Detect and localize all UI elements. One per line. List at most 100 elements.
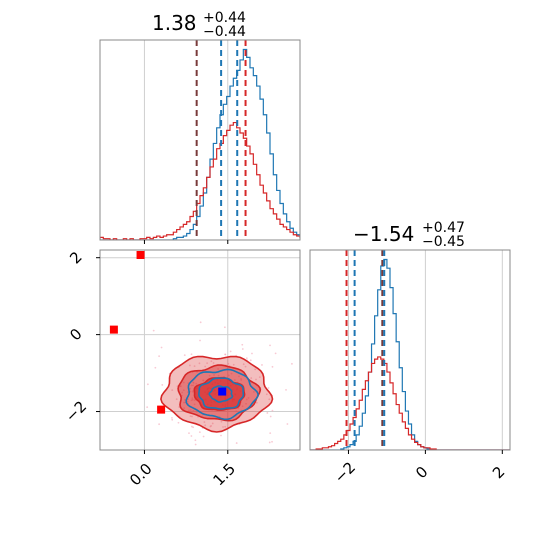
p1-frame — [99, 39, 301, 241]
sample-point — [192, 384, 194, 387]
sample-point — [269, 344, 271, 347]
joint-frame — [99, 249, 301, 451]
sample-point — [146, 383, 149, 386]
sample-point — [190, 384, 193, 387]
joint-y-tick-label: −2 — [62, 397, 90, 425]
sample-point — [245, 402, 247, 405]
sample-point — [335, 383, 337, 385]
sample-point — [189, 409, 192, 411]
p2-frame — [309, 249, 511, 451]
sample-point — [199, 339, 201, 342]
p1-histogram-blue — [100, 48, 300, 240]
p1-title-value: 1.38 — [152, 11, 197, 35]
p2-histogram-blue — [310, 258, 510, 450]
sample-point — [208, 374, 211, 377]
sample-point — [220, 434, 222, 437]
sample-point — [229, 350, 232, 353]
point-marker-red — [157, 405, 166, 414]
sample-point — [199, 321, 202, 324]
sample-point — [245, 398, 248, 401]
p1-title-upper: +0.44 — [203, 10, 246, 26]
sample-point — [195, 382, 198, 385]
sample-point — [192, 426, 195, 429]
sample-point — [188, 432, 190, 435]
sample-point — [245, 357, 248, 360]
sample-point — [198, 362, 201, 365]
sample-point — [237, 407, 240, 410]
blue-contour-level-3 — [208, 385, 234, 403]
sample-point — [194, 443, 197, 446]
sample-point — [188, 364, 191, 367]
sample-point — [223, 326, 226, 329]
sample-point — [241, 343, 244, 346]
sample-point — [235, 442, 238, 444]
sample-point — [204, 424, 207, 427]
sample-point — [250, 377, 253, 379]
sample-point — [161, 384, 164, 386]
sample-point — [291, 362, 293, 365]
blue-contour-level-1 — [185, 368, 259, 421]
sample-point — [267, 387, 270, 389]
sample-point — [232, 363, 235, 366]
joint-x-tick-label: 1.5 — [209, 460, 239, 490]
sample-point — [213, 374, 215, 376]
sample-point — [183, 407, 186, 410]
sample-point — [227, 362, 230, 365]
sample-point — [286, 423, 289, 425]
sample-point — [177, 421, 180, 424]
sample-point — [152, 329, 155, 332]
p2-plot-area — [310, 250, 510, 450]
p1-histogram-red — [100, 121, 300, 240]
sample-point — [269, 432, 272, 435]
sample-point — [160, 346, 163, 349]
sample-point — [202, 379, 204, 382]
sample-point — [227, 374, 230, 377]
sample-point — [192, 390, 194, 392]
sample-point — [190, 353, 193, 356]
sample-point — [189, 415, 192, 418]
sample-point — [212, 362, 215, 364]
sample-point — [171, 389, 174, 392]
sample-point — [210, 360, 213, 363]
sample-point — [244, 365, 247, 368]
sample-point — [158, 423, 161, 426]
p1-plot-area — [100, 40, 300, 240]
sample-point — [224, 425, 227, 428]
sample-point — [241, 405, 244, 408]
sample-point — [268, 441, 271, 444]
sample-point — [224, 353, 227, 356]
sample-point — [204, 365, 207, 368]
sample-point — [258, 376, 261, 379]
sample-point — [211, 422, 214, 425]
point-marker-red — [109, 325, 118, 334]
sample-point — [189, 390, 192, 393]
sample-point — [154, 366, 157, 369]
sample-point — [193, 403, 196, 406]
sample-point — [191, 415, 193, 418]
sample-point — [269, 415, 272, 418]
sample-point — [249, 359, 252, 362]
p2-title-lower: −0.45 — [422, 234, 465, 250]
sample-point — [217, 374, 220, 377]
sample-point — [188, 409, 190, 412]
sample-point — [247, 397, 250, 399]
blue-contour-level-2 — [198, 377, 245, 410]
p2-x-tick-label: 0 — [412, 463, 431, 482]
sample-point — [209, 425, 212, 428]
sample-point — [261, 364, 263, 366]
sample-point — [266, 412, 269, 414]
sample-point — [268, 398, 271, 401]
sample-point — [271, 365, 274, 368]
joint-x-tick-label: 0.0 — [126, 460, 156, 490]
sample-point — [190, 435, 193, 437]
sample-point — [285, 388, 287, 391]
p1-title-lower: −0.44 — [203, 24, 246, 40]
sample-point — [191, 397, 194, 400]
sample-point — [181, 391, 184, 394]
sample-point — [192, 381, 195, 384]
sample-point — [230, 372, 233, 375]
truth-marker-blue — [218, 387, 227, 396]
sample-point — [222, 426, 224, 428]
p2-title-value: −1.54 — [353, 222, 414, 246]
